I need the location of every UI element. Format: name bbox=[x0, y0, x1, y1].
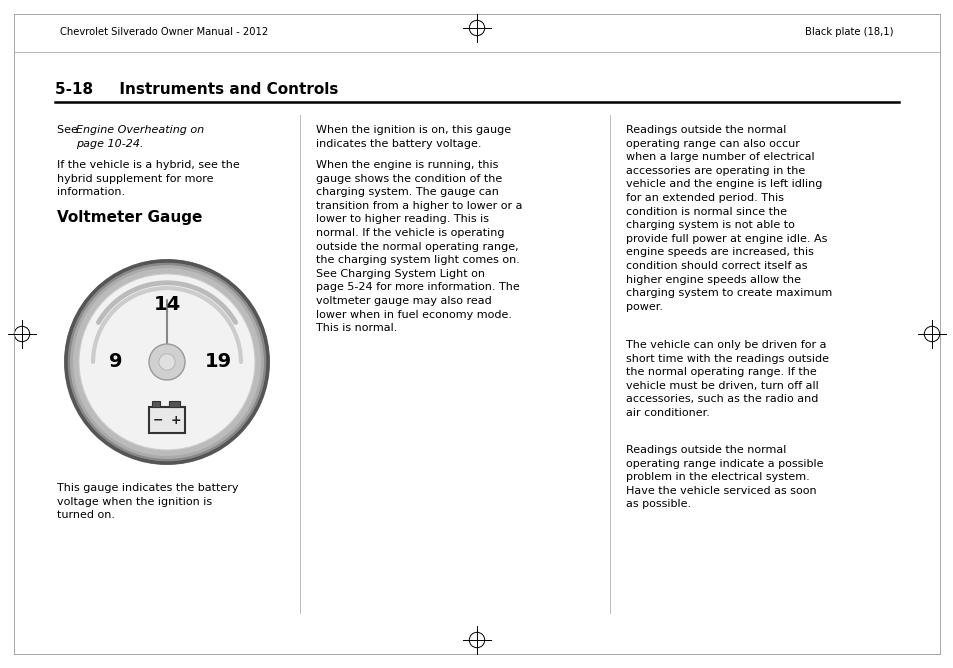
Text: Engine Overheating on
page 10-24.: Engine Overheating on page 10-24. bbox=[76, 125, 204, 148]
Text: See: See bbox=[57, 125, 81, 135]
Circle shape bbox=[159, 354, 175, 370]
Text: Voltmeter Gauge: Voltmeter Gauge bbox=[57, 210, 202, 225]
Text: The vehicle can only be driven for a
short time with the readings outside
the no: The vehicle can only be driven for a sho… bbox=[625, 340, 828, 418]
Text: When the engine is running, this
gauge shows the condition of the
charging syste: When the engine is running, this gauge s… bbox=[315, 160, 522, 333]
Text: −: − bbox=[152, 413, 163, 426]
Text: When the ignition is on, this gauge
indicates the battery voltage.: When the ignition is on, this gauge indi… bbox=[315, 125, 511, 148]
Circle shape bbox=[64, 259, 270, 465]
Text: +: + bbox=[171, 413, 181, 426]
Circle shape bbox=[73, 268, 261, 456]
Circle shape bbox=[69, 264, 265, 460]
Text: If the vehicle is a hybrid, see the
hybrid supplement for more
information.: If the vehicle is a hybrid, see the hybr… bbox=[57, 160, 239, 197]
Text: Readings outside the normal
operating range can also occur
when a large number o: Readings outside the normal operating ra… bbox=[625, 125, 831, 312]
Text: Chevrolet Silverado Owner Manual - 2012: Chevrolet Silverado Owner Manual - 2012 bbox=[60, 27, 268, 37]
Bar bbox=[152, 401, 160, 407]
Circle shape bbox=[79, 274, 254, 450]
Text: 19: 19 bbox=[204, 353, 232, 371]
Text: 5-18     Instruments and Controls: 5-18 Instruments and Controls bbox=[55, 83, 338, 98]
Text: 14: 14 bbox=[153, 295, 180, 315]
Text: 9: 9 bbox=[109, 353, 123, 371]
Circle shape bbox=[149, 344, 185, 380]
Text: Readings outside the normal
operating range indicate a possible
problem in the e: Readings outside the normal operating ra… bbox=[625, 445, 822, 510]
Text: Black plate (18,1): Black plate (18,1) bbox=[804, 27, 893, 37]
Text: This gauge indicates the battery
voltage when the ignition is
turned on.: This gauge indicates the battery voltage… bbox=[57, 483, 238, 520]
Bar bbox=[169, 401, 180, 407]
Bar bbox=[149, 407, 185, 433]
